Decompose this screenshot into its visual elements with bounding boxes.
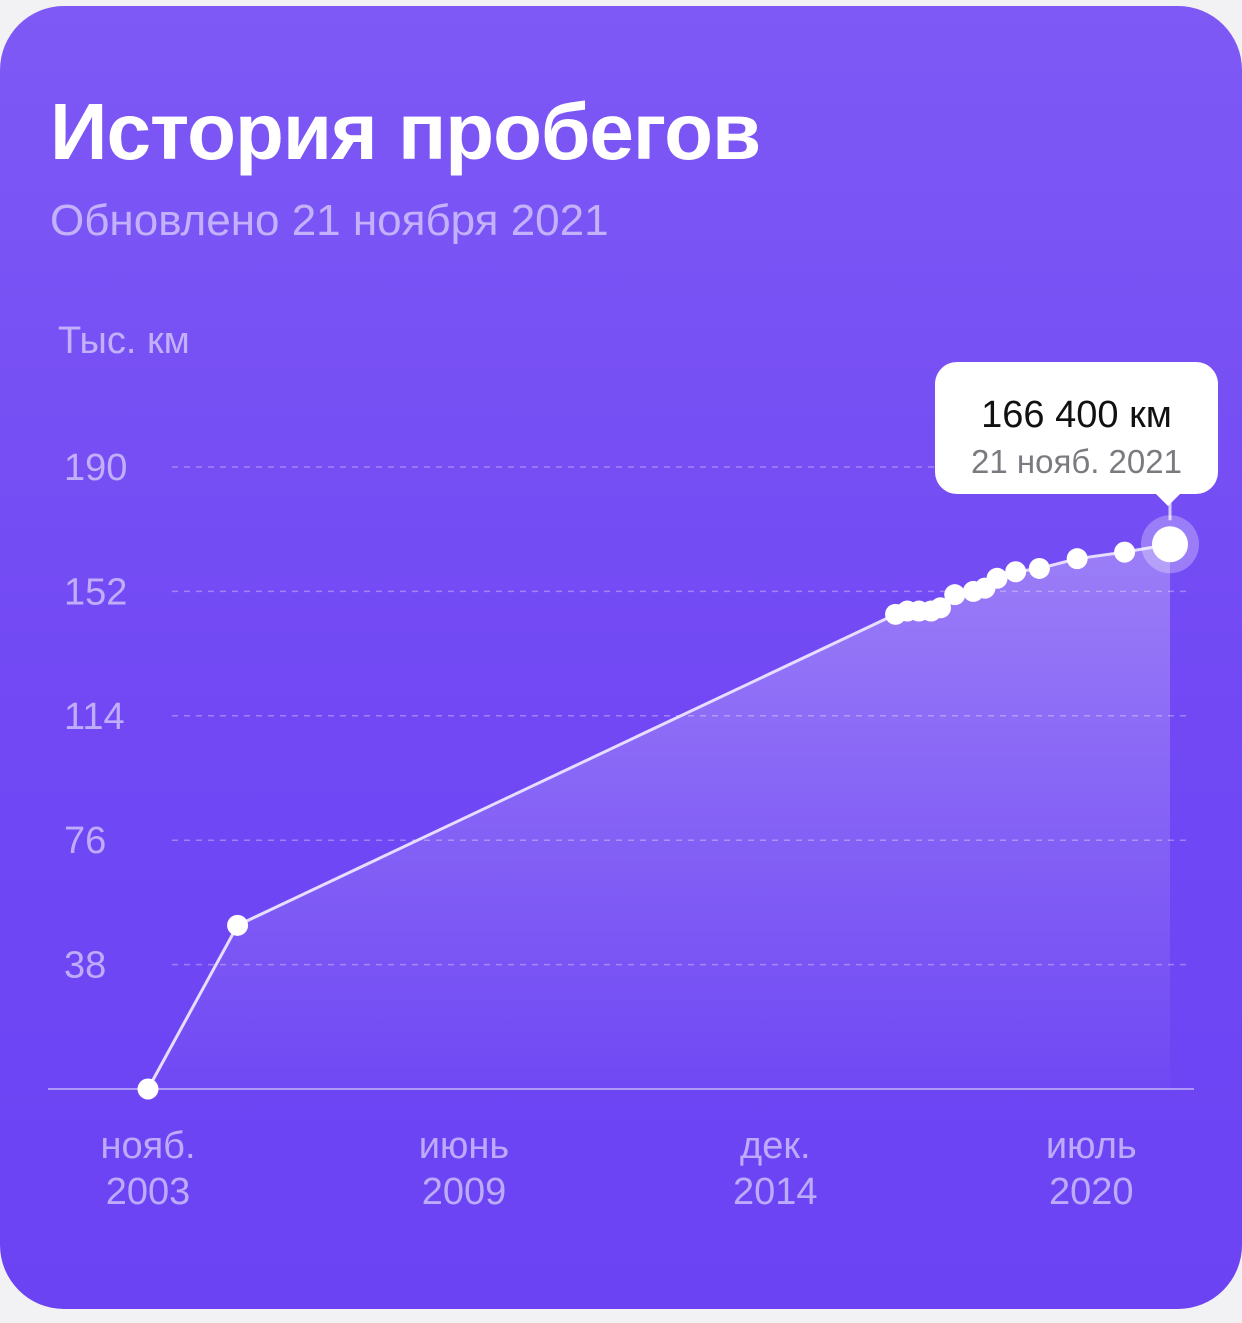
series-area xyxy=(148,544,1170,1089)
data-point-0[interactable] xyxy=(137,1078,159,1100)
selected-point-tooltip: 166 400 км 21 нояб. 2021 xyxy=(935,362,1218,506)
tooltip-date: 21 нояб. 2021 xyxy=(971,443,1182,480)
series-points[interactable] xyxy=(137,526,1189,1100)
data-point-7[interactable] xyxy=(944,584,966,606)
x-tick-year-0: 2003 xyxy=(106,1171,191,1213)
y-axis-unit-label: Тыс. км xyxy=(58,320,190,362)
data-point-15[interactable] xyxy=(1152,526,1188,563)
y-tick-label-152: 152 xyxy=(64,571,127,613)
data-point-10[interactable] xyxy=(986,567,1008,589)
series-area-fill xyxy=(148,544,1170,1089)
data-point-11[interactable] xyxy=(1005,561,1027,583)
y-tick-label-190: 190 xyxy=(64,447,127,489)
x-tick-month-1: июнь xyxy=(419,1125,510,1167)
tooltip-mileage-value: 166 400 км xyxy=(981,394,1172,436)
card-title: История пробегов xyxy=(50,87,761,176)
updated-date: Обновлено 21 ноября 2021 xyxy=(50,196,609,245)
y-axis-ticks: 38 76 114 152 190 xyxy=(64,447,127,987)
x-tick-month-0: нояб. xyxy=(100,1125,195,1167)
data-point-12[interactable] xyxy=(1028,557,1050,579)
data-point-14[interactable] xyxy=(1114,541,1136,563)
data-point-6[interactable] xyxy=(929,597,951,619)
x-tick-year-1: 2009 xyxy=(422,1171,507,1213)
y-tick-label-76: 76 xyxy=(64,820,106,862)
y-tick-label-38: 38 xyxy=(64,945,106,987)
x-tick-month-3: июль xyxy=(1046,1125,1137,1167)
x-tick-year-3: 2020 xyxy=(1049,1171,1134,1213)
x-tick-year-2: 2014 xyxy=(733,1171,818,1213)
x-tick-month-2: дек. xyxy=(740,1125,811,1167)
data-point-1[interactable] xyxy=(227,914,249,936)
data-point-13[interactable] xyxy=(1066,548,1088,570)
y-tick-label-114: 114 xyxy=(64,696,125,738)
